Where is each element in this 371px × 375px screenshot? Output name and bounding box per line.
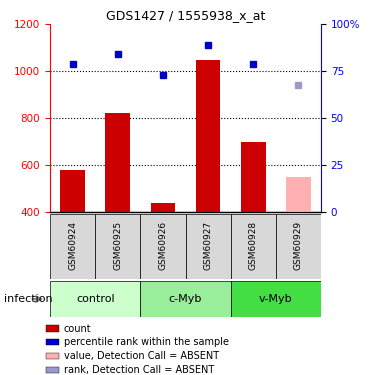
Bar: [46, 353, 59, 359]
Title: GDS1427 / 1555938_x_at: GDS1427 / 1555938_x_at: [106, 9, 265, 22]
Text: infection: infection: [4, 294, 52, 304]
Bar: [95, 214, 140, 279]
Text: GSM60928: GSM60928: [249, 220, 258, 270]
Text: GSM60924: GSM60924: [68, 221, 77, 270]
Bar: [140, 281, 231, 317]
Bar: [50, 281, 140, 317]
Text: GSM60926: GSM60926: [158, 220, 167, 270]
Text: c-Myb: c-Myb: [169, 294, 202, 304]
Bar: [151, 202, 175, 212]
Bar: [286, 177, 311, 212]
Text: v-Myb: v-Myb: [259, 294, 293, 304]
Bar: [241, 142, 266, 212]
Bar: [276, 214, 321, 279]
Text: value, Detection Call = ABSENT: value, Detection Call = ABSENT: [64, 351, 219, 361]
Text: control: control: [76, 294, 115, 304]
Bar: [140, 214, 186, 279]
Bar: [46, 367, 59, 373]
Bar: [60, 170, 85, 212]
Text: count: count: [64, 324, 92, 333]
Text: percentile rank within the sample: percentile rank within the sample: [64, 338, 229, 347]
Bar: [231, 214, 276, 279]
Bar: [186, 214, 231, 279]
Bar: [231, 281, 321, 317]
Bar: [105, 113, 130, 212]
Text: rank, Detection Call = ABSENT: rank, Detection Call = ABSENT: [64, 365, 214, 375]
Bar: [196, 60, 220, 212]
Bar: [46, 326, 59, 332]
Text: GSM60929: GSM60929: [294, 220, 303, 270]
Text: GSM60927: GSM60927: [204, 220, 213, 270]
Bar: [50, 214, 95, 279]
Text: GSM60925: GSM60925: [113, 220, 122, 270]
Bar: [46, 339, 59, 345]
